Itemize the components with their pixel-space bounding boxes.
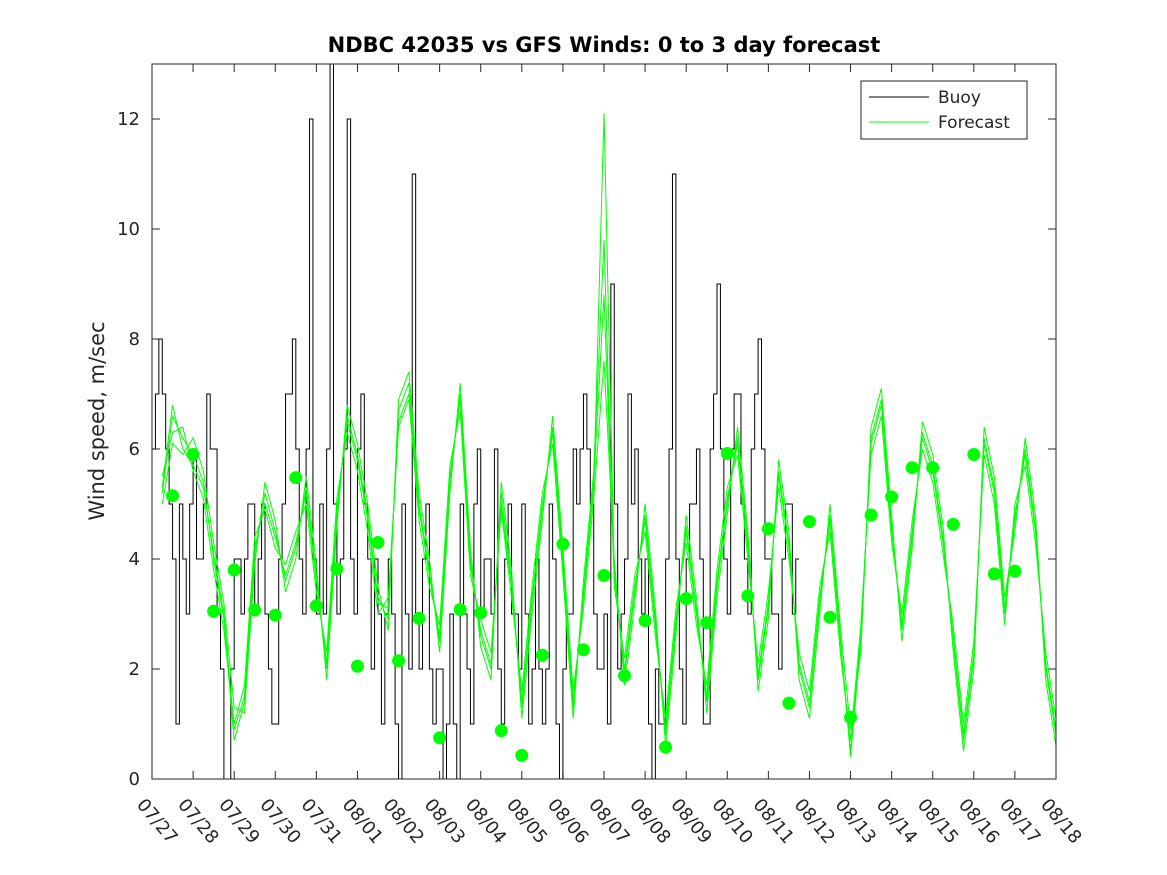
y-tick-label: 10 — [117, 219, 140, 240]
forecast-marker — [227, 563, 241, 577]
plot-frame — [151, 63, 1057, 780]
legend-box — [860, 80, 1028, 140]
forecast-marker — [761, 522, 775, 536]
forecast-marker — [679, 592, 693, 606]
forecast-marker — [433, 731, 447, 745]
plot-area — [152, 64, 1056, 779]
forecast-marker — [1008, 564, 1022, 578]
y-tick-labels: 0 2 4 6 8 10 12 — [117, 109, 140, 790]
forecast-marker — [474, 606, 488, 620]
forecast-marker — [741, 589, 755, 603]
forecast-marker — [166, 489, 180, 503]
forecast-marker — [309, 599, 323, 613]
forecast-marker — [207, 604, 221, 618]
forecast-marker — [597, 569, 611, 582]
forecast-marker — [844, 710, 858, 724]
y-axis-label: Wind speed, m/sec — [85, 321, 109, 520]
forecast-marker — [412, 611, 426, 625]
legend-label-forecast: Forecast — [938, 113, 1010, 133]
series-forecast-run-1 — [161, 113, 1056, 758]
forecast-marker — [987, 567, 1001, 581]
forecast-marker — [885, 490, 899, 504]
y-tick-label: 4 — [129, 549, 140, 570]
forecast-marker — [638, 614, 652, 628]
forecast-marker — [371, 536, 385, 549]
forecast-marker — [392, 654, 406, 668]
forecast-marker — [453, 603, 467, 617]
forecast-marker — [515, 748, 529, 762]
series-buoy — [152, 64, 800, 779]
y-tick-label: 2 — [129, 659, 140, 680]
y-tick-label: 12 — [117, 109, 140, 130]
forecast-marker — [720, 446, 734, 460]
plot-series — [152, 64, 1056, 779]
forecast-marker — [782, 696, 796, 710]
forecast-marker — [946, 517, 960, 531]
series-forecast-run-4 — [161, 294, 1056, 752]
forecast-marker — [248, 603, 262, 617]
forecast-marker — [618, 669, 632, 683]
y-tick-label: 0 — [129, 769, 140, 790]
forecast-marker — [330, 562, 344, 576]
forecast-marker — [350, 659, 364, 673]
forecast-marker — [494, 724, 508, 738]
y-tick-label: 6 — [129, 439, 140, 460]
forecast-marker — [967, 448, 981, 461]
series-forecast-run-3 — [161, 360, 1056, 752]
forecast-marker — [289, 471, 303, 485]
series-forecast-run-2 — [161, 239, 1056, 741]
y-tick-label: 8 — [129, 329, 140, 350]
forecast-marker — [535, 648, 549, 662]
forecast-marker — [802, 515, 816, 529]
forecast-marker — [926, 461, 940, 475]
forecast-marker — [268, 608, 282, 622]
forecast-marker — [905, 461, 919, 475]
forecast-marker — [556, 537, 570, 551]
forecast-marker — [576, 643, 590, 657]
forecast-marker — [864, 508, 878, 522]
forecast-marker — [186, 448, 200, 461]
forecast-marker — [823, 610, 837, 624]
chart-title: NDBC 42035 vs GFS Winds: 0 to 3 day fore… — [328, 33, 881, 57]
forecast-marker — [659, 740, 673, 754]
legend-label-buoy: Buoy — [938, 88, 981, 108]
forecast-marker — [700, 616, 714, 630]
legend: Buoy Forecast — [860, 80, 1028, 140]
